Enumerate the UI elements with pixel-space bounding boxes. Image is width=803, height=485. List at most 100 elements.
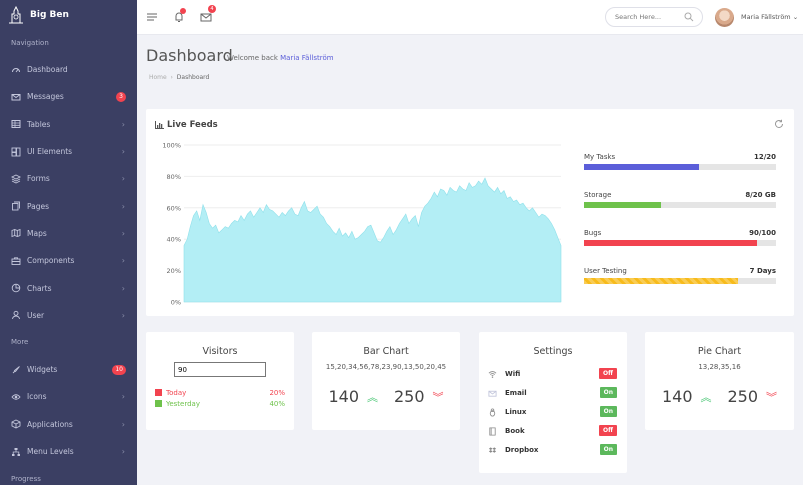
big-ben-logo-icon <box>9 5 23 23</box>
sidebar-item-dashboard[interactable]: Dashboard <box>0 56 137 83</box>
pie-chart-data: 13,28,35,16 <box>698 363 741 371</box>
cube-icon <box>11 419 21 429</box>
pie-icon <box>11 283 21 293</box>
avatar[interactable] <box>715 8 734 27</box>
sidebar-item-widgets[interactable]: Widgets 10 <box>0 356 137 383</box>
settings-title: Settings <box>533 346 573 357</box>
envelope-icon <box>11 92 21 102</box>
wifi-icon <box>488 370 497 378</box>
bell-badge <box>180 8 186 14</box>
sidebar-item-label: UI Elements <box>27 147 73 157</box>
setting-toggle[interactable]: Off <box>599 368 617 379</box>
progress-fill <box>584 164 700 170</box>
setting-label: Dropbox <box>505 445 539 454</box>
welcome-user-link[interactable]: Maria Fällström <box>280 54 334 62</box>
visitors-legend-row: Today 20% <box>146 389 294 397</box>
y-tick-label: 60% <box>167 204 181 212</box>
legend-value: 20% <box>269 389 285 397</box>
visitors-card: Visitors Today 20% Yesterday 40% <box>146 332 294 430</box>
sidebar-item-label: Widgets <box>27 365 58 375</box>
setting-label: Book <box>505 426 525 435</box>
user-menu[interactable]: Maria Fällström ⌄ <box>741 13 798 21</box>
breadcrumb-home[interactable]: Home <box>149 74 167 81</box>
sidebar-item-menu-levels[interactable]: Menu Levels › <box>0 438 137 465</box>
brand[interactable]: Big Ben <box>0 0 137 29</box>
progress-value: 8/20 GB <box>745 191 776 199</box>
brand-name: Big Ben <box>30 9 69 20</box>
map-icon <box>11 228 21 238</box>
sidebar-item-applications[interactable]: Applications › <box>0 411 137 438</box>
progress-label: User Testing <box>584 267 627 275</box>
sitemap-icon <box>11 447 21 457</box>
wifi-icon <box>488 370 497 378</box>
sidebar-item-ui-elements[interactable]: UI Elements › <box>0 138 137 165</box>
bar-chart-numbers: 140 ︽ 250 ︾ <box>312 387 460 406</box>
feed-area-series <box>183 177 562 303</box>
live-feeds-chart: 100% 80% 60% 40% 20% 0% <box>162 142 562 307</box>
pages-icon <box>11 201 21 211</box>
sidebar-item-messages[interactable]: Messages 3 <box>0 83 137 110</box>
visitors-legend-row: Yesterday 40% <box>146 400 294 408</box>
y-tick-label: 80% <box>167 173 181 181</box>
chevron-right-icon: › <box>121 147 125 157</box>
setting-row-email: Email On <box>479 383 627 402</box>
setting-label: Wifi <box>505 369 521 378</box>
book-icon <box>489 426 496 436</box>
mail-badge: 4 <box>208 5 216 13</box>
sidebar-item-label: Pages <box>27 201 50 211</box>
table-icon <box>11 120 21 129</box>
search-box[interactable] <box>605 7 703 27</box>
setting-toggle[interactable]: On <box>599 406 617 417</box>
bar-chart-icon <box>155 121 164 129</box>
sidebar-item-user[interactable]: User › <box>0 302 137 329</box>
stack-icon <box>11 174 21 184</box>
user-name: Maria Fällström <box>741 13 791 21</box>
chevron-right-icon: › <box>121 419 125 429</box>
topbar: 4 Maria Fällström ⌄ <box>137 0 803 35</box>
sidebar-item-components[interactable]: Components › <box>0 247 137 274</box>
menu-toggle-icon[interactable] <box>145 10 159 24</box>
legend-value: 40% <box>269 400 285 408</box>
bar-chart-title: Bar Chart <box>363 346 409 357</box>
progress-label: Storage <box>584 191 612 199</box>
pie-chart-card: Pie Chart 13,28,35,16 140 ︽ 250 ︾ <box>645 332 794 430</box>
pie-chart-up-value: 140 <box>661 387 693 406</box>
progress-item: Bugs 90/100 <box>584 229 776 246</box>
search-icon[interactable] <box>684 12 694 22</box>
chevron-down-icon: ⌄ <box>792 13 799 21</box>
table-icon <box>11 119 21 129</box>
sidebar-item-pages[interactable]: Pages › <box>0 192 137 219</box>
mail-icon[interactable] <box>199 10 213 24</box>
sidebar-item-charts[interactable]: Charts › <box>0 274 137 301</box>
map-icon <box>11 229 21 238</box>
y-tick-label: 100% <box>162 142 181 150</box>
linux-icon <box>489 407 496 417</box>
setting-toggle[interactable]: On <box>599 387 617 398</box>
layers-icon <box>11 147 21 157</box>
setting-toggle[interactable]: On <box>599 444 617 455</box>
chevron-right-icon: › <box>121 256 125 266</box>
user-icon <box>12 311 20 320</box>
sidebar-item-maps[interactable]: Maps › <box>0 220 137 247</box>
pie-chart-title: Pie Chart <box>697 346 742 357</box>
sidebar-item-tables[interactable]: Tables › <box>0 111 137 138</box>
search-input[interactable] <box>615 13 685 21</box>
progress-label: Bugs <box>584 229 602 237</box>
bar-chart-down-value: 250 <box>394 387 425 406</box>
double-chevron-up-icon: ︽ <box>367 390 378 404</box>
progress-fill <box>584 202 661 208</box>
double-chevron-up-icon: ︽ <box>700 390 712 404</box>
visitors-input[interactable] <box>174 362 266 377</box>
progress-item: User Testing 7 Days <box>584 267 776 284</box>
sidebar-item-forms[interactable]: Forms › <box>0 165 137 192</box>
bell-icon[interactable] <box>172 10 186 24</box>
refresh-icon[interactable] <box>774 119 784 129</box>
chevron-right-icon: › <box>121 310 125 320</box>
bar-chart-data: 15,20,34,56,78,23,90,13,50,20,45 <box>325 363 447 371</box>
sidebar-item-label: Maps <box>27 228 47 238</box>
legend-swatch <box>155 400 162 407</box>
progress-track <box>584 164 776 170</box>
sidebar-item-label: Menu Levels <box>27 447 74 456</box>
setting-toggle[interactable]: Off <box>599 425 617 436</box>
sidebar-item-icons[interactable]: Icons › <box>0 383 137 410</box>
